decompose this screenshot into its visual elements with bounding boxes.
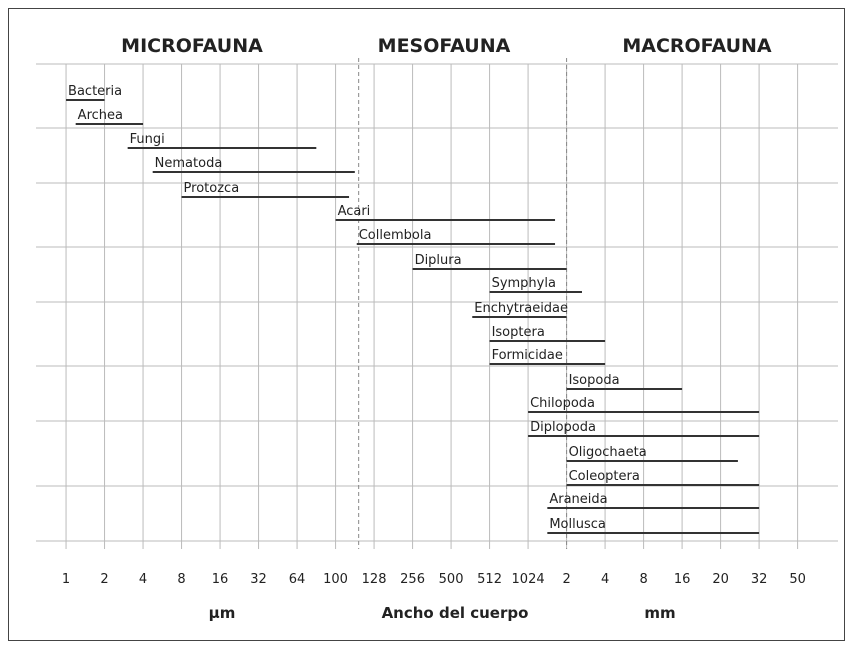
x-tick-label: 1024 — [512, 572, 545, 587]
axis-label: µm — [209, 604, 236, 622]
bar-label: Symphyla — [492, 276, 556, 291]
bar-label: Acari — [338, 204, 371, 219]
x-tick-label: 2 — [562, 572, 570, 587]
x-tick-label: 8 — [639, 572, 647, 587]
x-tick-label: 512 — [477, 572, 502, 587]
horizontal-grid — [36, 63, 838, 542]
x-tick-label: 16 — [212, 572, 229, 587]
bar-label: Diplura — [415, 253, 462, 268]
x-tick-label: 16 — [674, 572, 691, 587]
bar-label: Enchytraeidae — [474, 301, 568, 316]
x-tick-label: 20 — [712, 572, 729, 587]
x-tick-label: 1 — [62, 572, 70, 587]
frame — [8, 8, 845, 641]
bar-label: Oligochaeta — [569, 445, 647, 460]
bar-label: Fungi — [130, 132, 165, 147]
x-tick-label: 2 — [100, 572, 108, 587]
bar-label: Diplopoda — [530, 420, 596, 435]
bar-label: Chilopoda — [530, 396, 595, 411]
x-tick-label: 50 — [789, 572, 806, 587]
bar-label: Isoptera — [492, 325, 545, 340]
section-title: MICROFAUNA — [121, 35, 263, 57]
x-tick-label: 64 — [289, 572, 306, 587]
x-tick-label: 8 — [177, 572, 185, 587]
bar-label: Archea — [78, 108, 123, 123]
bar-label: Isopoda — [569, 373, 620, 388]
bar-label: Bacteria — [68, 84, 122, 99]
section-title: MESOFAUNA — [378, 35, 511, 57]
x-tick-label: 4 — [601, 572, 609, 587]
bar-label: Collembola — [359, 228, 432, 243]
x-tick-label: 128 — [362, 572, 387, 587]
x-tick-label: 32 — [751, 572, 768, 587]
bar-label: Mollusca — [549, 517, 606, 532]
bar-label: Coleoptera — [569, 469, 640, 484]
bar-label: Nematoda — [155, 156, 223, 171]
axis-label: mm — [644, 604, 675, 622]
section-title: MACROFAUNA — [622, 35, 772, 57]
bar-label: Protozca — [184, 181, 240, 196]
axis-label: Ancho del cuerpo — [382, 604, 529, 622]
x-tick-label: 32 — [250, 572, 267, 587]
x-tick-label: 500 — [439, 572, 464, 587]
bar-label: Araneida — [549, 492, 607, 507]
x-tick-label: 100 — [323, 572, 348, 587]
x-tick-label: 256 — [400, 572, 425, 587]
x-tick-label: 4 — [139, 572, 147, 587]
bar-label: Formicidae — [492, 348, 563, 363]
